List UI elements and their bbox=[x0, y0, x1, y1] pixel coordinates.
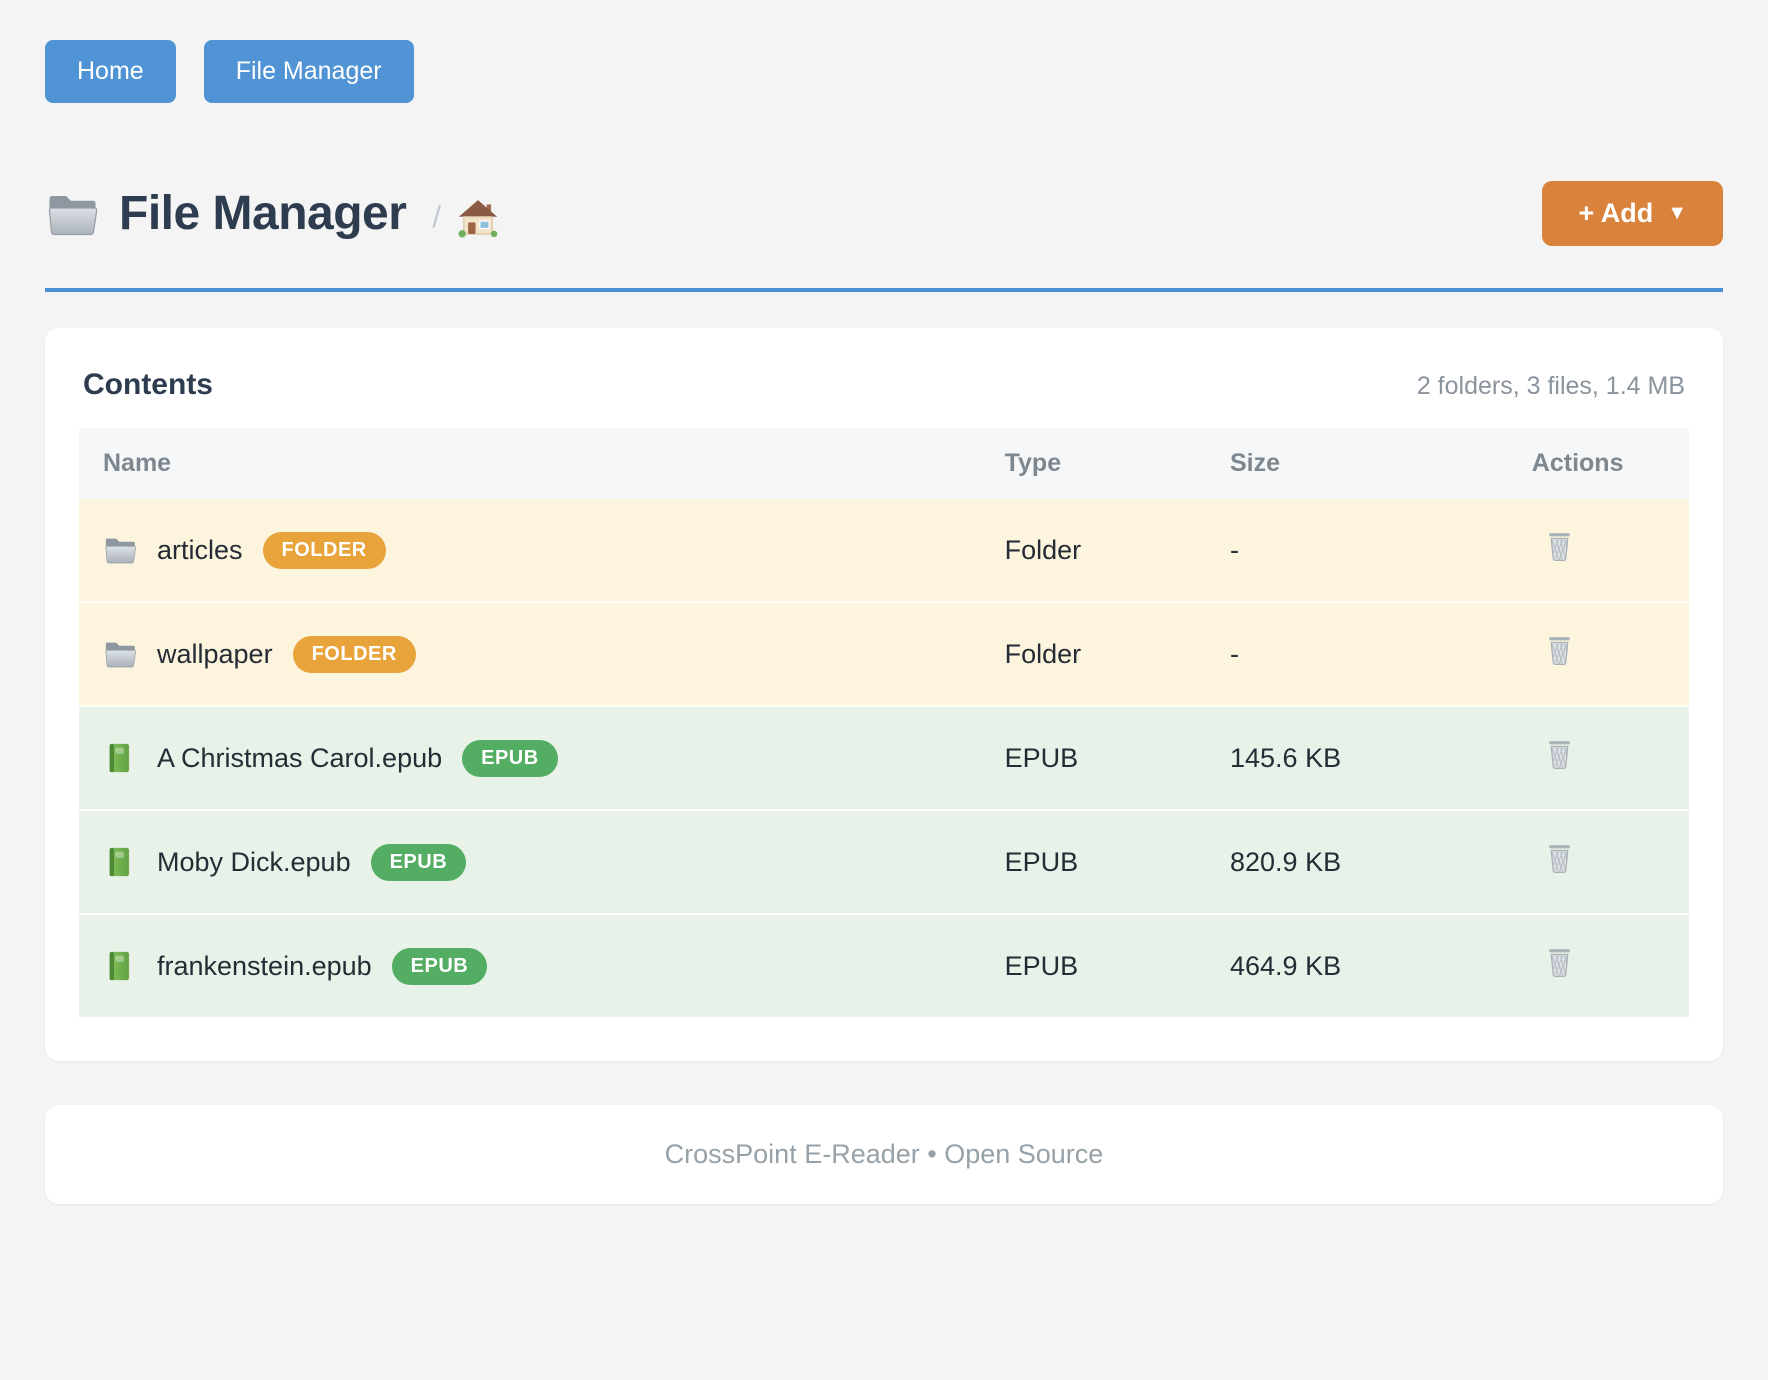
book-icon bbox=[103, 846, 137, 878]
files-table: Name Type Size Actions articles FOLDER F… bbox=[79, 428, 1689, 1017]
folder-icon bbox=[103, 638, 137, 670]
accent-divider bbox=[45, 288, 1723, 292]
chevron-down-icon: ▼ bbox=[1667, 202, 1687, 224]
column-header-size: Size bbox=[1206, 428, 1496, 499]
type-cell: Folder bbox=[980, 601, 1206, 706]
type-badge: EPUB bbox=[391, 947, 488, 985]
column-header-name: Name bbox=[79, 428, 981, 499]
file-manager-button[interactable]: File Manager bbox=[203, 40, 414, 103]
delete-button[interactable] bbox=[1544, 634, 1575, 667]
breadcrumb-separator: / bbox=[432, 198, 442, 234]
page-footer: CrossPoint E-Reader • Open Source bbox=[45, 1105, 1723, 1204]
delete-button[interactable] bbox=[1544, 530, 1575, 563]
trash-icon bbox=[1544, 946, 1575, 979]
size-cell: - bbox=[1206, 499, 1496, 602]
trash-icon bbox=[1544, 842, 1575, 875]
size-cell: - bbox=[1206, 601, 1496, 706]
item-name[interactable]: Moby Dick.epub bbox=[157, 846, 351, 877]
page-header: File Manager / + Add ▼ bbox=[45, 181, 1723, 246]
type-badge: FOLDER bbox=[292, 635, 416, 673]
table-header-row: Name Type Size Actions bbox=[79, 428, 1689, 499]
top-nav: Home File Manager bbox=[45, 40, 1723, 103]
type-cell: EPUB bbox=[980, 705, 1206, 810]
table-row: wallpaper FOLDER Folder - bbox=[79, 601, 1689, 706]
contents-card: Contents 2 folders, 3 files, 1.4 MB Name… bbox=[45, 328, 1723, 1061]
book-icon bbox=[103, 742, 137, 774]
trash-icon bbox=[1544, 634, 1575, 667]
page-title: File Manager bbox=[45, 186, 407, 241]
contents-card-header: Contents 2 folders, 3 files, 1.4 MB bbox=[79, 368, 1689, 402]
footer-text: CrossPoint E-Reader • Open Source bbox=[664, 1139, 1104, 1169]
table-row: A Christmas Carol.epub EPUB EPUB 145.6 K… bbox=[79, 705, 1689, 810]
delete-button[interactable] bbox=[1544, 842, 1575, 875]
book-icon bbox=[103, 950, 137, 982]
trash-icon bbox=[1544, 530, 1575, 563]
item-name[interactable]: frankenstein.epub bbox=[157, 950, 372, 981]
type-cell: EPUB bbox=[980, 913, 1206, 1017]
type-badge: EPUB bbox=[370, 843, 467, 881]
trash-icon bbox=[1544, 738, 1575, 771]
contents-heading: Contents bbox=[83, 368, 213, 401]
page-title-text: File Manager bbox=[119, 187, 407, 240]
column-header-actions: Actions bbox=[1495, 428, 1689, 499]
folder-icon bbox=[45, 190, 99, 238]
size-cell: 820.9 KB bbox=[1206, 809, 1496, 914]
home-button[interactable]: Home bbox=[45, 40, 176, 103]
contents-summary: 2 folders, 3 files, 1.4 MB bbox=[1416, 372, 1685, 400]
add-button-label: + Add bbox=[1578, 198, 1654, 228]
delete-button[interactable] bbox=[1544, 738, 1575, 771]
title-wrap: File Manager / bbox=[45, 186, 499, 241]
delete-button[interactable] bbox=[1544, 946, 1575, 979]
table-row: frankenstein.epub EPUB EPUB 464.9 KB bbox=[79, 913, 1689, 1017]
item-name[interactable]: wallpaper bbox=[157, 638, 273, 669]
column-header-type: Type bbox=[980, 428, 1206, 499]
folder-icon bbox=[103, 534, 137, 566]
table-row: Moby Dick.epub EPUB EPUB 820.9 KB bbox=[79, 809, 1689, 914]
add-button[interactable]: + Add ▼ bbox=[1542, 181, 1723, 246]
type-cell: Folder bbox=[980, 499, 1206, 602]
size-cell: 464.9 KB bbox=[1206, 913, 1496, 1017]
size-cell: 145.6 KB bbox=[1206, 705, 1496, 810]
item-name[interactable]: A Christmas Carol.epub bbox=[157, 742, 443, 773]
type-badge: EPUB bbox=[462, 739, 558, 777]
item-name[interactable]: articles bbox=[157, 534, 243, 565]
type-badge: FOLDER bbox=[262, 531, 386, 569]
table-row: articles FOLDER Folder - bbox=[79, 499, 1689, 602]
home-icon[interactable] bbox=[457, 198, 499, 238]
type-cell: EPUB bbox=[980, 809, 1206, 914]
